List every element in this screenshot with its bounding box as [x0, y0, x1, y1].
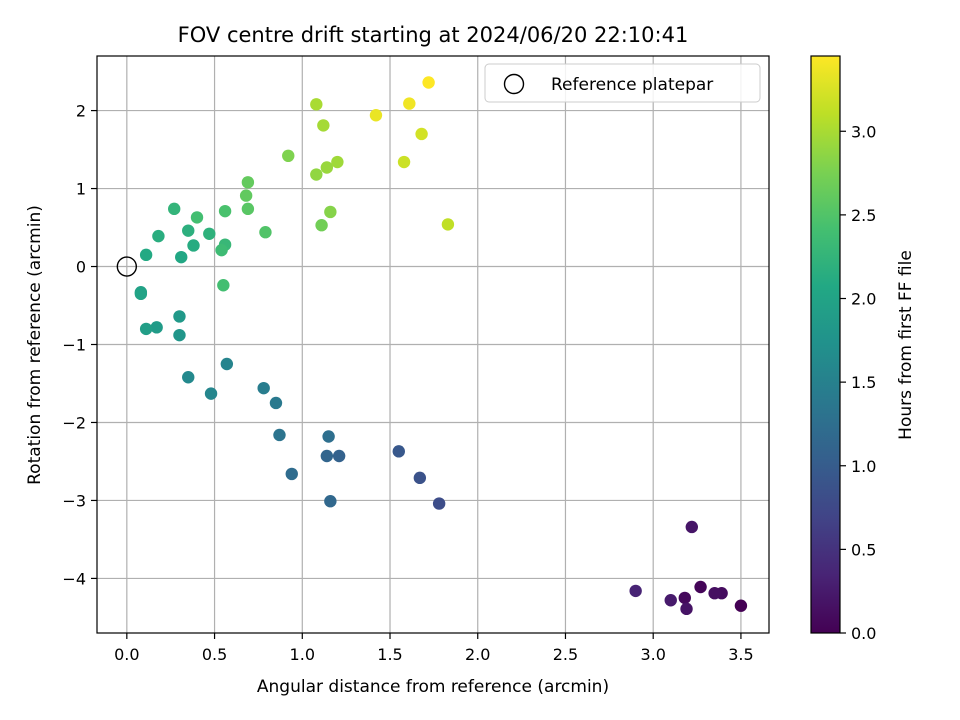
data-point [150, 321, 163, 334]
colorbar-tick-label: 2.0 [851, 290, 876, 309]
data-point [694, 580, 707, 594]
data-point [282, 149, 295, 163]
data-point [257, 381, 270, 395]
data-point [369, 109, 383, 122]
data-point [187, 239, 200, 252]
data-point [403, 97, 416, 110]
y-tick-label: 1 [76, 180, 86, 199]
data-point [320, 161, 334, 174]
data-point [422, 76, 435, 89]
legend-label: Reference platepar [551, 75, 713, 95]
data-point [317, 119, 330, 132]
grid [97, 56, 769, 633]
data-point [173, 310, 186, 323]
data-point [175, 250, 188, 264]
data-point [734, 599, 748, 612]
data-point [680, 602, 693, 616]
colorbar-tick-label: 1.0 [851, 457, 876, 476]
colorbar-label: Hours from first FF file [896, 250, 916, 440]
colorbar: 0.0 0.5 1.0 1.5 2.0 2.5 3.0 Hours from first F… [810, 55, 916, 643]
reference-marker-group [116, 256, 138, 277]
x-tick-label: 3.5 [728, 645, 753, 664]
data-point [218, 204, 232, 218]
data-point [678, 591, 691, 605]
data-point [190, 211, 204, 224]
data-point [324, 495, 337, 508]
data-point [134, 287, 148, 301]
x-tick-label: 0.5 [202, 645, 227, 664]
x-tick-label: 2.5 [553, 645, 578, 664]
data-point [324, 205, 337, 219]
data-point [269, 396, 283, 410]
data-point [441, 218, 455, 231]
y-tick-label: −4 [62, 569, 86, 588]
x-axis-label: Angular distance from reference (arcmin) [257, 677, 609, 697]
data-point [241, 176, 255, 189]
colorbar-frame [810, 55, 841, 634]
data-point [241, 202, 255, 216]
data-point [310, 98, 323, 111]
data-point [315, 219, 328, 232]
data-point [139, 322, 153, 336]
data-point [285, 467, 298, 481]
y-axis-ticks: −4 −3 −2 −1 0 1 2 [62, 102, 97, 588]
data-point [182, 224, 195, 237]
data-points [134, 76, 748, 616]
data-point [182, 371, 195, 384]
y-tick-label: −3 [62, 491, 86, 510]
x-tick-label: 2.0 [465, 645, 490, 664]
legend-box [484, 63, 761, 103]
legend: Reference platepar [484, 63, 761, 103]
data-point [664, 594, 677, 607]
x-tick-label: 1.0 [290, 645, 315, 664]
data-point [413, 471, 427, 485]
colorbar-tick-label: 0.5 [851, 540, 876, 559]
y-tick-label: 2 [76, 102, 86, 121]
y-tick-label: −2 [62, 413, 86, 432]
y-axis-label: Rotation from reference (arcmin) [25, 205, 45, 485]
data-point [217, 279, 230, 292]
x-axis-ticks: 0.0 0.5 1.0 1.5 2.0 2.5 3.0 3.5 [114, 633, 754, 664]
data-point [273, 428, 286, 442]
data-point [310, 168, 323, 181]
data-point [432, 497, 446, 510]
colorbar-tick-label: 1.5 [851, 373, 876, 392]
x-tick-label: 3.0 [640, 645, 665, 664]
data-point [708, 587, 721, 600]
data-point [139, 248, 153, 262]
data-point [168, 202, 181, 216]
x-tick-label: 0.0 [114, 645, 139, 664]
data-point [629, 584, 642, 598]
data-point [392, 445, 405, 458]
data-point [220, 357, 234, 371]
data-point [685, 520, 698, 534]
data-point [259, 226, 272, 239]
y-tick-label: 0 [76, 258, 86, 277]
data-point [204, 387, 218, 400]
data-point [397, 155, 411, 169]
data-point [215, 243, 228, 257]
data-point [322, 430, 335, 443]
chart-title: FOV centre drift starting at 2024/06/20 … [178, 23, 689, 47]
colorbar-ticks: 0.0 0.5 1.0 1.5 2.0 2.5 3.0 [840, 122, 876, 643]
data-point [239, 189, 253, 202]
reference-platepar-marker [116, 256, 138, 277]
x-tick-label: 1.5 [377, 645, 402, 664]
data-point [203, 227, 216, 240]
data-point [331, 155, 344, 169]
data-point [320, 449, 334, 463]
data-point [415, 127, 428, 141]
data-point [332, 449, 346, 463]
data-point [173, 328, 186, 342]
data-point [152, 229, 165, 243]
colorbar-tick-label: 0.0 [851, 624, 876, 643]
colorbar-gradient [811, 56, 840, 633]
colorbar-tick-label: 3.0 [851, 122, 876, 141]
y-tick-label: −1 [62, 336, 86, 355]
legend-reference-marker [503, 73, 525, 95]
colorbar-tick-label: 2.5 [851, 206, 876, 225]
